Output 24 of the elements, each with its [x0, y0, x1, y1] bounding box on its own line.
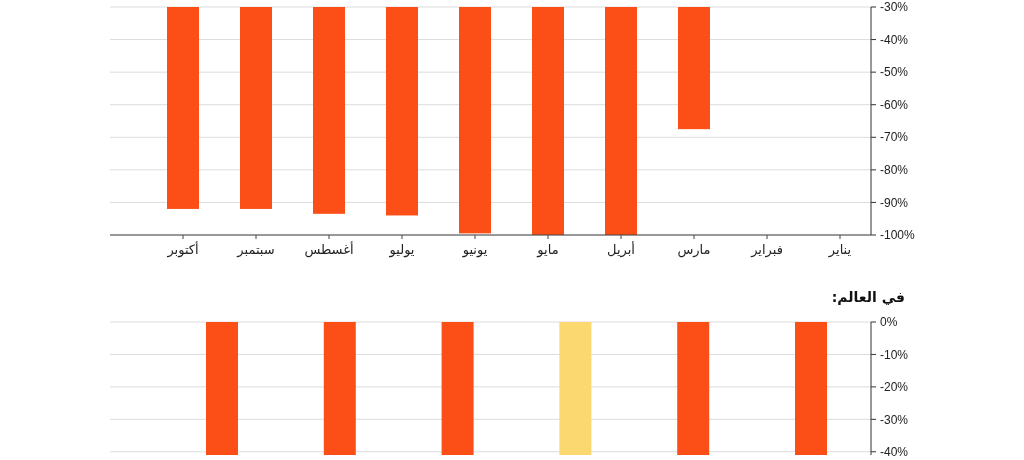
y-tick-label: -90% [880, 195, 909, 210]
y-tick-label: -20% [880, 380, 909, 395]
y-tick-label: -40% [880, 444, 909, 459]
y-tick-label: -10% [880, 347, 909, 362]
x-tick-label: مارس [677, 242, 711, 258]
x-tick-label: أغسطس [304, 241, 354, 258]
y-tick-label: -80% [880, 163, 909, 178]
x-tick-label: يناير [827, 242, 852, 258]
y-tick-label: -50% [880, 65, 909, 80]
x-tick-label: أبريل [607, 241, 635, 258]
y-tick-label: -30% [880, 0, 909, 15]
y-tick-label: -30% [880, 412, 909, 427]
y-tick-label: -100% [880, 228, 916, 243]
y-tick-label: 0% [880, 315, 898, 330]
x-tick-label: مايو [536, 242, 559, 258]
y-tick-label: -40% [880, 32, 909, 47]
x-tick-label: فبراير [750, 242, 783, 258]
y-tick-label: -60% [880, 97, 909, 112]
y-tick-label: -70% [880, 130, 909, 145]
x-tick-label: أكتوبر [166, 241, 199, 258]
chart-title: في العالم: [831, 289, 905, 306]
x-tick-label: يونيو [461, 242, 488, 258]
x-tick-label: سبتمبر [236, 242, 275, 258]
x-tick-label: يوليو [388, 242, 415, 258]
